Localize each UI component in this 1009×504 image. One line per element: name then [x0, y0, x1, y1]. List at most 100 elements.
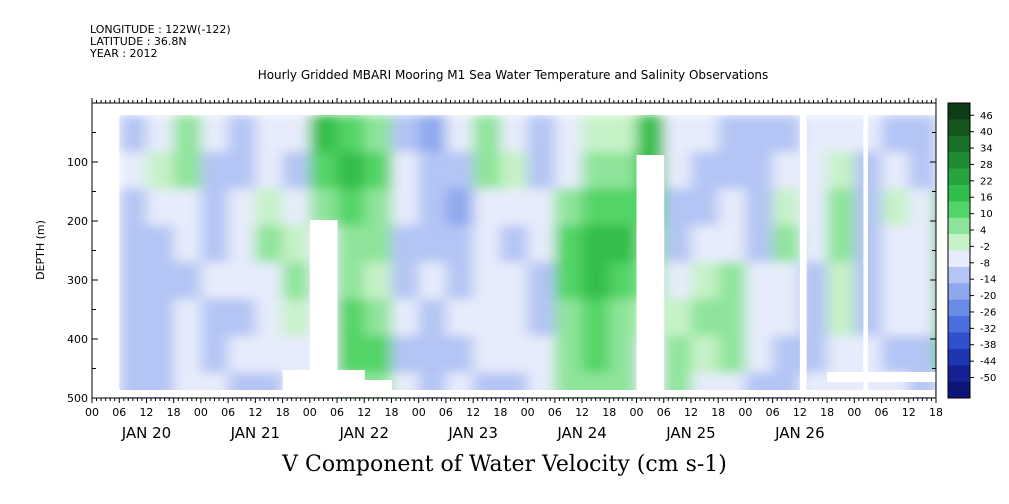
heatmap-cell: [718, 335, 747, 374]
no-data-region: [93, 390, 935, 397]
heatmap-cell: [827, 262, 856, 300]
heatmap-cell: [636, 115, 665, 153]
no-data-region: [364, 380, 392, 390]
heatmap-cell: [255, 115, 284, 153]
heatmap-cell: [663, 262, 692, 300]
colorbar-label: -14: [980, 275, 996, 286]
colorbar-swatch: [948, 365, 970, 383]
colorbar-label: 22: [980, 176, 993, 187]
no-data-region: [282, 370, 311, 390]
heatmap-cell: [718, 225, 747, 264]
heatmap-cell: [609, 115, 638, 153]
heatmap-cell: [445, 262, 475, 300]
heatmap-cell: [146, 225, 175, 264]
heatmap-cell: [990, 152, 1009, 190]
heatmap-cell: [663, 188, 692, 227]
heatmap-cell: [255, 299, 284, 337]
heatmap-cell: [554, 188, 584, 227]
heatmap-cell: [881, 262, 910, 300]
heatmap-cell: [690, 262, 720, 300]
heatmap-cell: [881, 188, 910, 227]
heatmap-cell: [418, 188, 447, 227]
heatmap-cell: [854, 115, 883, 153]
heatmap-cell: [473, 262, 502, 300]
chart-title: Hourly Gridded MBARI Mooring M1 Sea Wate…: [257, 68, 769, 82]
heatmap-cell: [609, 151, 638, 190]
heatmap-cell: [745, 115, 774, 153]
heatmap-cell: [718, 188, 747, 227]
heatmap-cell: [772, 115, 801, 153]
heatmap-cell: [119, 151, 148, 190]
heatmap-cell: [200, 262, 230, 300]
heatmap-cell: [200, 115, 230, 153]
year-label: YEAR : 2012: [90, 47, 158, 60]
heatmap-cell: [881, 115, 910, 153]
x-day-label: JAN 26: [774, 424, 825, 442]
colorbar-swatch: [948, 184, 970, 202]
heatmap-cell: [527, 115, 556, 153]
heatmap-cell: [990, 409, 1009, 447]
heatmap-cell: [391, 335, 420, 374]
x-tick-label: 12: [793, 406, 807, 419]
heatmap-cell: [337, 335, 366, 374]
heatmap-cell: [500, 151, 529, 190]
heatmap-cell: [364, 262, 393, 300]
colorbar-label: 46: [980, 111, 993, 122]
colorbar-label: 40: [980, 127, 993, 138]
heatmap-cell: [337, 188, 366, 227]
x-tick-label: 06: [439, 406, 453, 419]
heatmap-cell: [228, 335, 257, 374]
heatmap-cell: [908, 335, 936, 374]
y-tick-label: 100: [67, 156, 88, 169]
heatmap-cell: [582, 299, 611, 337]
heatmap-cell: [255, 151, 284, 190]
heatmap-cell: [690, 151, 720, 190]
missing-data-masks: [93, 104, 982, 397]
heatmap-cell: [146, 335, 175, 374]
colorbar-label: 28: [980, 160, 993, 171]
heatmap-cell: [391, 262, 420, 300]
x-tick-label: 18: [711, 406, 725, 419]
x-tick-label: 12: [684, 406, 698, 419]
heatmap-cell: [500, 225, 529, 264]
heatmap-cell: [445, 115, 475, 153]
colorbar-label: 34: [980, 144, 993, 155]
heatmap-cell: [228, 115, 257, 153]
heatmap-cell: [690, 115, 720, 153]
heatmap-cell: [200, 299, 230, 337]
colorbar-label: -38: [980, 340, 996, 351]
x-tick-label: 06: [548, 406, 562, 419]
colorbar-swatch: [948, 316, 970, 333]
x-day-label: JAN 20: [121, 424, 172, 442]
heatmap-cell: [445, 151, 475, 190]
y-tick-label: 500: [67, 392, 88, 405]
x-tick-label: 00: [412, 406, 426, 419]
heatmap-cell: [418, 225, 447, 264]
heatmap-cell: [881, 225, 910, 264]
x-day-label: JAN 25: [665, 424, 716, 442]
colorbar-swatch: [948, 348, 970, 366]
y-axis-label: DEPTH (m): [34, 220, 47, 280]
x-tick-label: 00: [738, 406, 752, 419]
x-tick-label: 12: [575, 406, 589, 419]
heatmap-cell: [473, 335, 502, 374]
heatmap-cell: [718, 262, 747, 300]
colorbar-swatch: [948, 234, 970, 251]
heatmap-cell: [391, 225, 420, 264]
heatmap-cell: [554, 151, 584, 190]
heatmap-cell: [881, 335, 910, 374]
heatmap-cell: [445, 225, 475, 264]
heatmap-cell: [827, 335, 856, 374]
heatmap-cell: [173, 151, 202, 190]
heatmap-cell: [663, 151, 692, 190]
heatmap-cell: [854, 188, 883, 227]
heatmap-cell: [500, 262, 529, 300]
heatmap-cell: [663, 115, 692, 153]
heatmap-cell: [337, 115, 366, 153]
y-axis: 100 200 300 400 500: [67, 102, 936, 405]
x-tick-label: 18: [602, 406, 616, 419]
heatmap-cell: [500, 188, 529, 227]
heatmap-cell: [527, 335, 556, 374]
x-tick-label: 12: [902, 406, 916, 419]
colorbar-label: -20: [980, 291, 996, 302]
